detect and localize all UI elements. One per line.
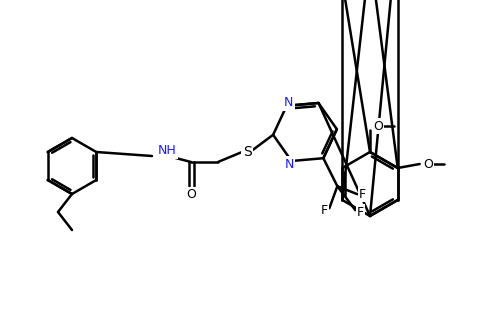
Text: N: N [285, 157, 294, 170]
Text: O: O [373, 120, 383, 133]
Text: F: F [321, 204, 328, 217]
Text: N: N [284, 96, 293, 109]
Text: O: O [423, 157, 433, 170]
Text: O: O [186, 189, 196, 202]
Text: NH: NH [158, 145, 177, 157]
Text: S: S [242, 145, 251, 159]
Text: F: F [357, 206, 364, 219]
Text: F: F [359, 188, 366, 201]
